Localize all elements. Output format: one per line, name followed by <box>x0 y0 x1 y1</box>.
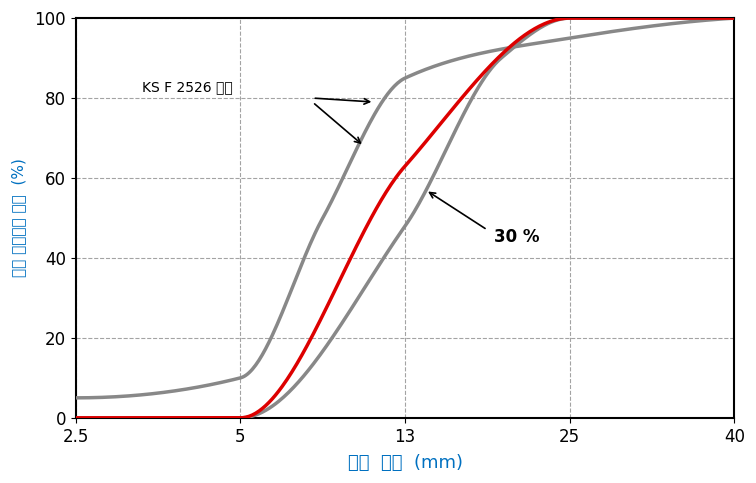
Y-axis label: 체를 통과하는 질량  (%): 체를 통과하는 질량 (%) <box>11 158 26 277</box>
X-axis label: 체의  규격  (mm): 체의 규격 (mm) <box>348 454 463 472</box>
Text: 30 %: 30 % <box>494 228 540 246</box>
Text: KS F 2526 기준: KS F 2526 기준 <box>141 80 232 94</box>
